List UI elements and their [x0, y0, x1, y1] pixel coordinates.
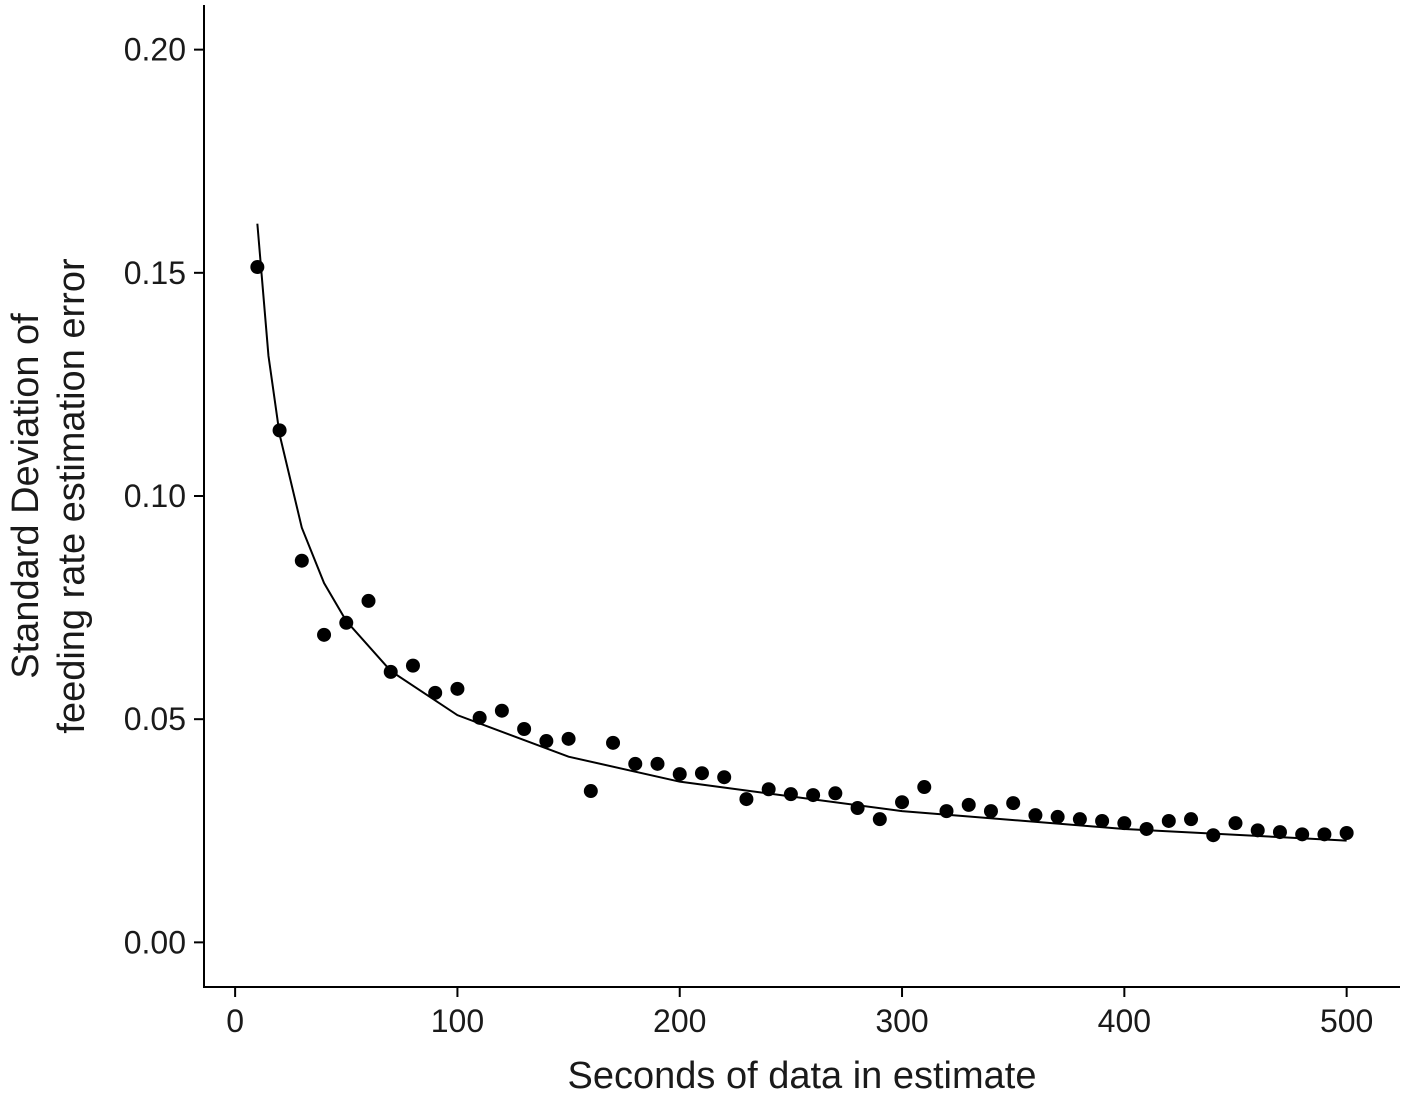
- data-point: [517, 722, 532, 737]
- data-point: [717, 770, 732, 785]
- y-tick-label: 0.20: [124, 32, 186, 68]
- data-point: [961, 797, 976, 812]
- data-point: [872, 812, 887, 827]
- x-axis-title: Seconds of data in estimate: [568, 1055, 1037, 1096]
- x-tick-label: 0: [226, 1003, 244, 1039]
- y-tick-label: 0.05: [124, 701, 186, 737]
- data-point: [428, 685, 443, 700]
- data-point: [983, 804, 998, 819]
- data-point: [450, 681, 465, 696]
- data-point: [628, 756, 643, 771]
- x-tick-label: 300: [875, 1003, 928, 1039]
- x-tick-label: 400: [1098, 1003, 1151, 1039]
- data-point: [1095, 813, 1110, 828]
- data-point: [1206, 828, 1221, 843]
- y-tick-label: 0.10: [124, 478, 186, 514]
- data-point: [1072, 812, 1087, 827]
- y-tick-label: 0.15: [124, 255, 186, 291]
- x-tick-label: 500: [1320, 1003, 1373, 1039]
- data-point: [1139, 821, 1154, 836]
- data-point: [1117, 816, 1132, 831]
- data-point: [1339, 826, 1354, 841]
- data-point: [539, 734, 554, 749]
- data-point: [294, 553, 309, 568]
- data-point: [739, 792, 754, 807]
- data-point: [405, 658, 420, 673]
- y-axis-title-line: feeding rate estimation error: [51, 258, 93, 734]
- data-point: [494, 703, 509, 718]
- data-point: [1006, 796, 1021, 811]
- data-point: [672, 767, 687, 782]
- y-tick-label: 0.00: [124, 924, 186, 960]
- data-point: [850, 801, 865, 816]
- data-point: [317, 627, 332, 642]
- data-point: [1161, 813, 1176, 828]
- data-point: [1028, 808, 1043, 823]
- data-point: [917, 780, 932, 795]
- x-tick-label: 100: [431, 1003, 484, 1039]
- data-point: [1050, 809, 1065, 824]
- data-point: [895, 795, 910, 810]
- data-point: [1228, 816, 1243, 831]
- data-point: [583, 784, 598, 799]
- data-point: [828, 786, 843, 801]
- data-point: [361, 593, 376, 608]
- data-point: [1250, 823, 1265, 838]
- fit-line: [256, 223, 1347, 842]
- y-axis-title: Standard Deviation of feeding rate estim…: [5, 258, 93, 734]
- data-point: [606, 735, 621, 750]
- data-point: [1272, 825, 1287, 840]
- data-point: [1184, 812, 1199, 827]
- data-point: [561, 731, 576, 746]
- data-point: [783, 787, 798, 802]
- data-point: [1317, 827, 1332, 842]
- x-tick-label: 200: [653, 1003, 706, 1039]
- data-point: [694, 766, 709, 781]
- data-point: [650, 756, 665, 771]
- y-axis-title-line: Standard Deviation of: [5, 313, 47, 679]
